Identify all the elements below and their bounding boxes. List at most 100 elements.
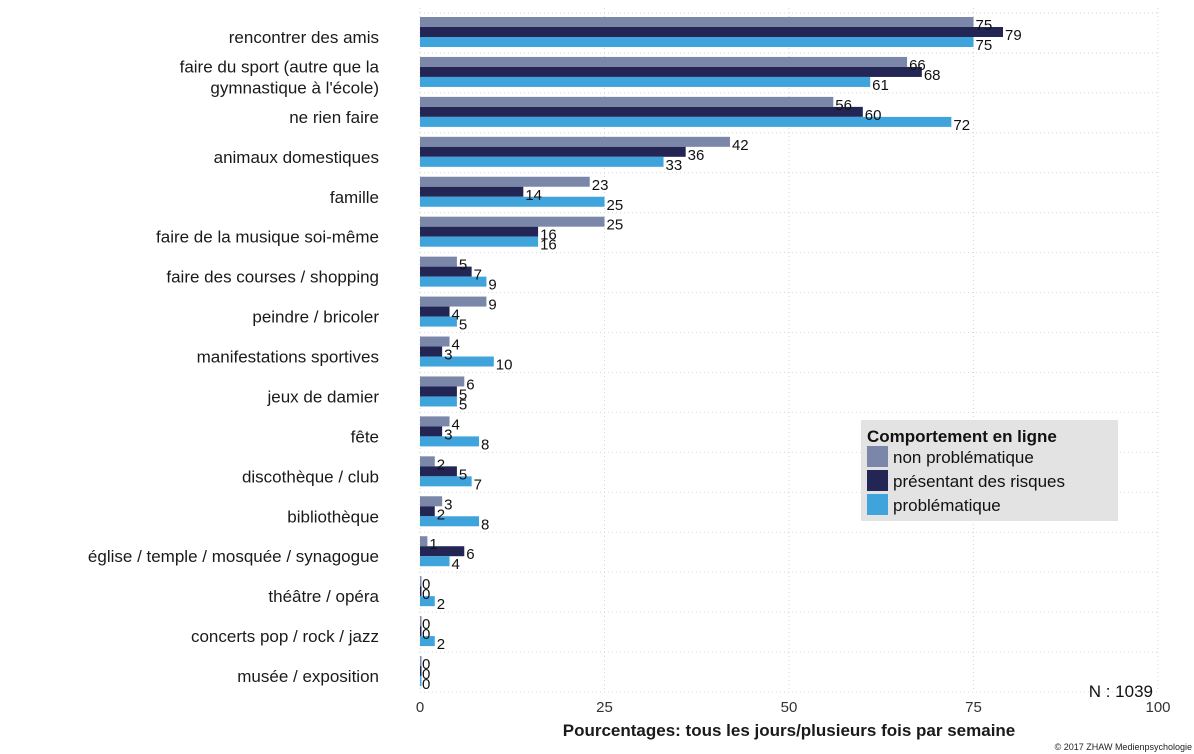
data-label: 9 xyxy=(488,297,496,314)
category-label: ne rien faire xyxy=(289,108,379,127)
bar xyxy=(420,236,539,247)
value-labels: 7579756668615660724236332314252516165799… xyxy=(422,17,1022,693)
data-label: 0 xyxy=(422,676,430,693)
data-label: 72 xyxy=(953,117,970,134)
data-label: 0 xyxy=(422,586,430,603)
bar xyxy=(420,256,457,267)
bar xyxy=(420,676,422,687)
data-label: 0 xyxy=(422,656,430,673)
data-label: 0 xyxy=(422,666,430,683)
data-label: 4 xyxy=(452,556,460,573)
bar xyxy=(420,596,435,607)
data-label: 5 xyxy=(459,396,467,413)
data-label: 8 xyxy=(481,436,489,453)
bar xyxy=(420,556,450,567)
x-tick-label: 100 xyxy=(1145,699,1170,716)
category-label: bibliothèque xyxy=(287,507,379,526)
data-label: 0 xyxy=(422,626,430,643)
grid xyxy=(419,8,1159,693)
bar xyxy=(420,466,457,477)
data-label: 4 xyxy=(452,416,460,433)
data-label: 61 xyxy=(872,77,889,94)
bar xyxy=(420,476,472,487)
category-label: discothèque / club xyxy=(242,467,379,486)
category-label: peindre / bricoler xyxy=(252,308,379,327)
data-label: 3 xyxy=(444,347,452,364)
data-label: 16 xyxy=(540,237,557,254)
data-label: 3 xyxy=(444,496,452,513)
copyright-note: © 2017 ZHAW Medienpsychologie xyxy=(1055,742,1192,752)
bar xyxy=(420,296,487,307)
category-label: concerts pop / rock / jazz xyxy=(191,627,379,646)
category-label: église / temple / mosquée / synagogue xyxy=(88,547,379,566)
data-label: 60 xyxy=(865,107,882,124)
data-label: 2 xyxy=(437,456,445,473)
data-label: 5 xyxy=(459,257,467,274)
data-label: 2 xyxy=(437,506,445,523)
data-label: 5 xyxy=(459,466,467,483)
bar xyxy=(420,626,422,637)
bar xyxy=(420,106,863,117)
bar xyxy=(420,636,435,647)
category-label: fête xyxy=(351,427,379,446)
bar xyxy=(420,196,605,207)
bar xyxy=(420,146,686,157)
bar xyxy=(420,17,974,27)
bar xyxy=(420,266,472,277)
category-labels: rencontrer des amis faire du sport (autre… xyxy=(88,28,380,686)
data-label: 16 xyxy=(540,227,557,244)
data-label: 5 xyxy=(459,317,467,334)
bar xyxy=(420,156,664,167)
data-label: 23 xyxy=(592,177,609,194)
bar xyxy=(420,76,871,87)
legend-title: Comportement en ligne xyxy=(867,427,1057,446)
legend-swatch xyxy=(867,470,888,491)
data-label: 7 xyxy=(474,267,482,284)
x-tick-label: 75 xyxy=(965,699,982,716)
bar xyxy=(420,386,457,397)
bar xyxy=(420,576,422,587)
bar xyxy=(420,616,422,627)
bar xyxy=(420,546,465,557)
data-label: 36 xyxy=(688,147,705,164)
bar xyxy=(420,66,922,77)
data-label: 25 xyxy=(607,217,624,234)
bars xyxy=(420,17,1004,687)
data-label: 9 xyxy=(488,277,496,294)
bar xyxy=(420,216,605,227)
bar xyxy=(420,496,443,507)
data-label: 25 xyxy=(607,197,624,214)
data-label: 75 xyxy=(976,37,993,54)
category-label: gymnastique à l'école) xyxy=(210,78,379,97)
data-label: 10 xyxy=(496,357,513,374)
bar xyxy=(420,656,422,667)
data-label: 56 xyxy=(835,97,852,114)
data-label: 0 xyxy=(422,576,430,593)
sample-size-note: N : 1039 xyxy=(1089,682,1153,701)
data-label: 68 xyxy=(924,67,941,84)
category-label: faire de la musique soi-même xyxy=(156,228,379,247)
bar xyxy=(420,116,952,127)
data-label: 0 xyxy=(422,616,430,633)
bar xyxy=(420,316,457,327)
x-axis-title: Pourcentages: tous les jours/plusieurs f… xyxy=(563,721,1016,740)
data-label: 8 xyxy=(481,516,489,533)
x-tick-label: 25 xyxy=(596,699,613,716)
bar xyxy=(420,176,590,187)
data-label: 7 xyxy=(474,476,482,493)
x-tick-labels: 0 25 50 75 100 xyxy=(416,699,1171,716)
data-label: 6 xyxy=(466,546,474,563)
bar xyxy=(420,27,1004,37)
bar xyxy=(420,356,494,367)
legend-swatch xyxy=(867,494,888,515)
category-label: manifestations sportives xyxy=(197,348,379,367)
bar xyxy=(420,666,422,677)
bar xyxy=(420,56,908,67)
category-label: rencontrer des amis xyxy=(229,28,379,47)
x-tick-label: 0 xyxy=(416,699,424,716)
bar xyxy=(420,516,480,527)
legend-label: présentant des risques xyxy=(893,472,1065,491)
data-label: 66 xyxy=(909,57,926,74)
data-label: 79 xyxy=(1005,27,1022,44)
